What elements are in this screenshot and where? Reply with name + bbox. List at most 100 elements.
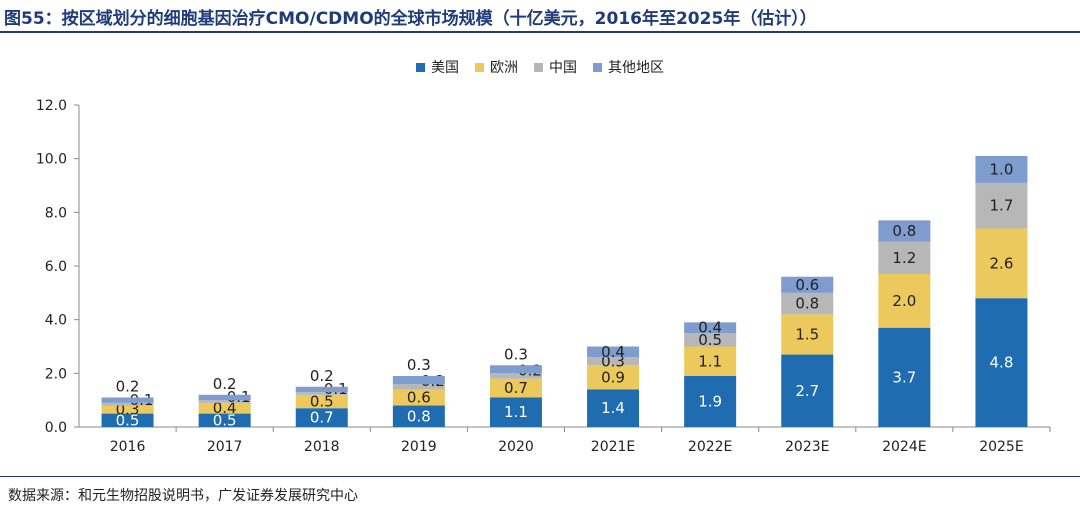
data-label: 4.8 [990,354,1014,372]
bar-segment-usa [489,397,542,427]
x-tick-label: 2018 [304,439,340,455]
bar-segment-europe [878,274,931,328]
data-label: 1.0 [990,160,1014,178]
legend-swatch-other [593,62,602,72]
bar-segment-europe [489,378,542,398]
data-label: 0.8 [407,407,431,425]
data-label: 0.8 [795,295,819,313]
bar-segment-other [198,394,251,401]
legend-label-europe: 欧洲 [490,60,518,76]
bar-segment-other [781,276,834,293]
bar-segment-usa [392,405,445,427]
bar-segment-other [684,322,737,334]
data-label: 0.5 [310,393,334,411]
bar-segment-europe [587,365,640,390]
legend-item-other: 其他地区 [593,57,664,77]
legend-item-europe: 欧洲 [475,57,518,77]
title-divider [0,31,1080,33]
y-tick-label: 8.0 [45,205,67,221]
y-tick-label: 2.0 [45,366,67,382]
data-label: 1.9 [698,393,722,411]
x-tick-label: 2017 [207,439,243,455]
bar-segment-china [101,402,154,406]
y-tick-label: 4.0 [45,313,67,329]
bar-segment-other [975,155,1028,183]
bar-segment-usa [975,298,1028,427]
legend-swatch-usa [416,62,425,72]
legend-item-china: 中国 [534,57,577,77]
x-tick-label: 2024E [882,439,926,455]
bar-segment-europe [198,402,251,414]
data-label: 1.7 [990,197,1014,215]
bar-segment-other [878,220,931,242]
bar-segment-usa [198,413,251,427]
footer-divider [0,476,1080,477]
legend-label-china: 中国 [549,60,577,76]
x-tick-label: 2022E [688,439,732,455]
data-label: 3.7 [892,368,916,386]
bar-segment-usa [684,376,737,427]
data-label: 2.6 [990,254,1014,272]
bar-segment-china [878,241,931,275]
bar-segment-china [587,357,640,366]
bar-segment-usa [878,327,931,427]
stacked-bar-chart: 0.02.04.06.08.010.012.020160.50.30.10.22… [36,98,1051,455]
bar-segment-europe [392,389,445,406]
y-tick-label: 6.0 [45,259,67,275]
title-bar: 图55：按区域划分的细胞基因治疗CMO/CDMO的全球市场规模（十亿美元，201… [0,0,1080,33]
bar-segment-europe [975,228,1028,299]
bar-segment-other [101,397,154,403]
data-label: 0.5 [698,331,722,349]
data-label: 1.4 [601,399,625,417]
data-label: 2.0 [892,292,916,310]
bar-segment-other [295,386,348,393]
x-tick-label: 2021E [591,439,635,455]
bar-segment-china [684,333,737,347]
bar-segment-usa [101,413,154,427]
data-label: 0.4 [601,343,625,361]
chart-legend: 美国 欧洲 中国 其他地区 [0,57,1080,77]
bar-segment-europe [295,394,348,409]
data-label: 0.5 [213,411,237,429]
legend-label-usa: 美国 [431,60,459,76]
legend-item-usa: 美国 [416,57,459,77]
bar-segment-china [781,292,834,315]
bar-segment-china [392,384,445,390]
data-label: 0.4 [213,399,237,417]
data-label: 0.2 [116,377,140,395]
data-label: 0.8 [892,222,916,240]
bar-segment-europe [781,314,834,355]
x-tick-label: 2016 [110,439,146,455]
data-label: 0.2 [213,375,237,393]
bar-segment-china [198,400,251,403]
bar-segment-china [975,182,1028,229]
bar-segment-europe [101,405,154,414]
bar-segment-china [489,373,542,379]
data-label: 0.4 [698,319,722,337]
bar-segment-usa [781,354,834,427]
data-label: 0.7 [310,409,334,427]
x-tick-label: 2025E [979,439,1023,455]
data-label: 1.2 [892,249,916,267]
figure-title: 图55：按区域划分的细胞基因治疗CMO/CDMO的全球市场规模（十亿美元，201… [4,9,817,29]
x-tick-label: 2023E [785,439,829,455]
data-label: 0.6 [795,276,819,294]
y-tick-label: 0.0 [45,420,67,436]
data-label: 0.3 [407,356,431,374]
legend-swatch-europe [475,62,484,72]
legend-label-other: 其他地区 [608,60,664,76]
bar-segment-usa [587,389,640,427]
y-tick-label: 10.0 [36,152,67,168]
bar-segment-usa [295,408,348,427]
data-label: 1.5 [795,325,819,343]
data-label: 0.3 [504,345,528,363]
bar-segment-europe [684,346,737,377]
data-label: 2.7 [795,382,819,400]
bar-segment-other [587,346,640,358]
data-label: 1.1 [698,352,722,370]
data-label: 0.5 [116,411,140,429]
bar-segment-china [295,392,348,395]
bar-segment-other [392,376,445,385]
x-tick-label: 2020 [498,439,534,455]
legend-swatch-china [534,62,543,72]
